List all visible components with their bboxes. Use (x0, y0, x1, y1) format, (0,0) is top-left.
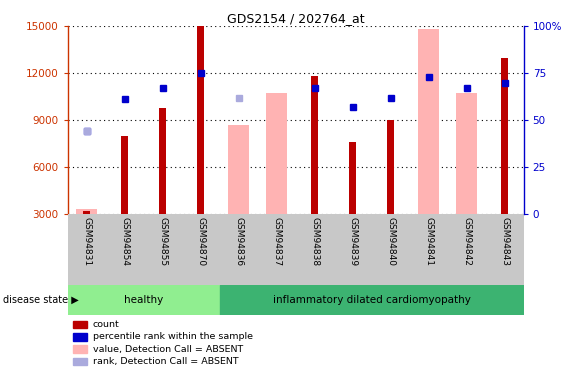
Bar (456, 93, 477, 214)
Text: GSM94831: GSM94831 (82, 217, 91, 266)
Text: GSM94841: GSM94841 (424, 217, 433, 266)
Bar (501, 57, 508, 214)
Text: healthy: healthy (124, 295, 163, 305)
Bar (418, 29, 439, 214)
Bar (83, 211, 90, 214)
Text: rank, Detection Call = ABSENT: rank, Detection Call = ABSENT (93, 357, 239, 366)
Bar (68, 285, 220, 315)
Title: GDS2154 / 202764_at: GDS2154 / 202764_at (227, 12, 364, 25)
Text: GSM94839: GSM94839 (348, 217, 357, 266)
Text: value, Detection Call = ABSENT: value, Detection Call = ABSENT (93, 345, 243, 354)
Text: count: count (93, 320, 120, 329)
Text: GSM94870: GSM94870 (196, 217, 205, 266)
Text: GSM94836: GSM94836 (234, 217, 243, 266)
Text: percentile rank within the sample: percentile rank within the sample (93, 332, 253, 341)
Bar (220, 285, 524, 315)
Bar (228, 124, 249, 214)
Bar (311, 76, 318, 214)
Text: disease state ▶: disease state ▶ (3, 295, 79, 305)
Bar (159, 108, 166, 214)
Bar (76, 209, 97, 214)
Bar (349, 142, 356, 214)
Text: GSM94837: GSM94837 (272, 217, 281, 266)
Text: GSM94838: GSM94838 (310, 217, 319, 266)
Bar (387, 120, 394, 214)
Bar (266, 93, 287, 214)
Text: GSM94843: GSM94843 (500, 217, 509, 266)
Bar (197, 26, 204, 214)
Text: inflammatory dilated cardiomyopathy: inflammatory dilated cardiomyopathy (272, 295, 471, 305)
Text: GSM94840: GSM94840 (386, 217, 395, 266)
Text: GSM94842: GSM94842 (462, 217, 471, 266)
Text: GSM94854: GSM94854 (120, 217, 129, 266)
Bar (121, 136, 128, 214)
Text: GSM94855: GSM94855 (158, 217, 167, 266)
